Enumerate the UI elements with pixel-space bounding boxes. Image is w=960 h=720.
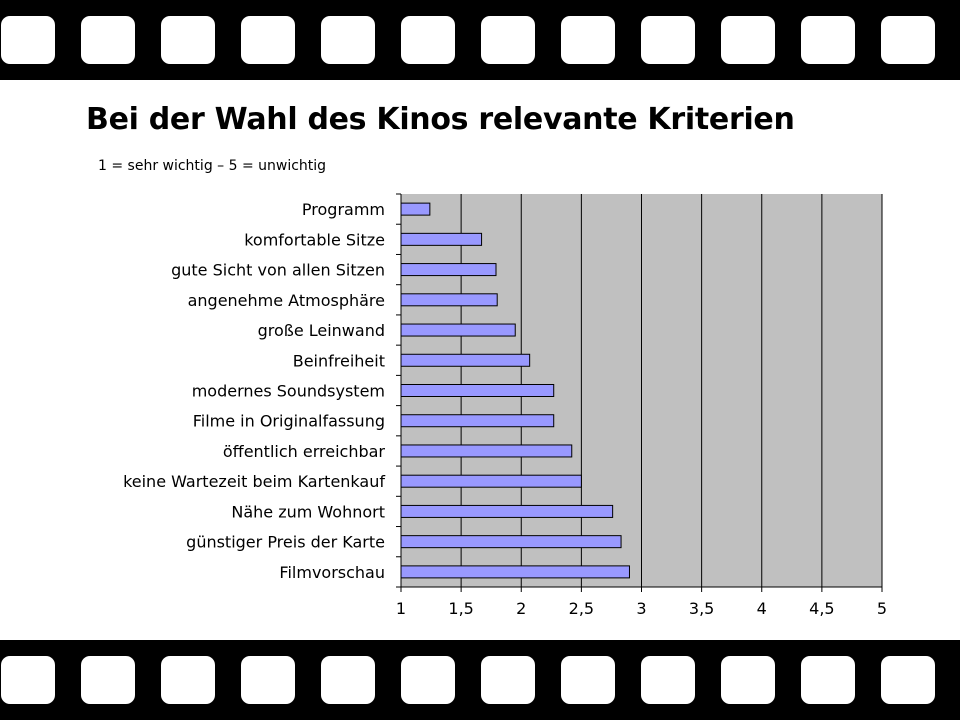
bar	[400, 353, 531, 367]
film-perforation	[161, 656, 215, 704]
x-tick-label: 3,5	[689, 599, 714, 618]
category-label: Beinfreiheit	[293, 351, 385, 370]
category-label: angenehme Atmosphäre	[188, 291, 385, 310]
x-tick-label: 2,5	[569, 599, 594, 618]
bar	[400, 414, 555, 428]
x-tick-label: 2	[516, 599, 526, 618]
film-perforation	[241, 16, 295, 64]
category-label: öffentlich erreichbar	[223, 442, 386, 461]
film-perforation	[1, 16, 55, 64]
film-strip-bottom	[0, 640, 960, 720]
bar	[400, 474, 582, 488]
film-perforation	[161, 16, 215, 64]
film-perforation	[721, 16, 775, 64]
category-label: modernes Soundsystem	[192, 382, 385, 401]
category-label: Filmvorschau	[279, 563, 385, 582]
film-perforation	[321, 656, 375, 704]
film-perforation	[1, 656, 55, 704]
category-label: große Leinwand	[258, 321, 385, 340]
film-perforation	[401, 656, 455, 704]
category-label: Nähe zum Wohnort	[231, 502, 385, 521]
category-label: Programm	[302, 200, 385, 219]
bar	[400, 384, 555, 397]
film-perforation	[641, 16, 695, 64]
bar	[400, 535, 622, 549]
bar	[400, 293, 498, 307]
x-tick-label: 1	[396, 599, 406, 618]
category-label: Filme in Originalfassung	[193, 412, 385, 431]
bar	[400, 504, 614, 518]
category-label: günstiger Preis der Karte	[186, 533, 385, 552]
bar	[400, 202, 431, 216]
film-perforation	[81, 16, 135, 64]
chart-title: Bei der Wahl des Kinos relevante Kriteri…	[86, 102, 795, 137]
film-perforation	[641, 656, 695, 704]
film-perforation	[481, 16, 535, 64]
x-tick-label: 1,5	[448, 599, 473, 618]
bar	[400, 444, 573, 458]
film-strip-top	[0, 0, 960, 80]
film-perforation	[561, 16, 615, 64]
bar	[400, 263, 497, 277]
film-perforation	[241, 656, 295, 704]
film-perforation	[481, 656, 535, 704]
film-perforation	[881, 16, 935, 64]
x-tick-label: 4,5	[809, 599, 834, 618]
film-perforation	[81, 656, 135, 704]
x-tick-label: 4	[757, 599, 767, 618]
x-tick-label: 3	[636, 599, 646, 618]
film-perforation	[401, 16, 455, 64]
chart-subtitle: 1 = sehr wichtig – 5 = unwichtig	[98, 158, 327, 174]
category-label: keine Wartezeit beim Kartenkauf	[123, 472, 385, 491]
film-perforation	[881, 656, 935, 704]
bar	[400, 565, 630, 579]
film-perforation	[561, 656, 615, 704]
film-perforation	[801, 16, 855, 64]
film-perforation	[721, 656, 775, 704]
bar	[400, 232, 483, 246]
bar	[400, 323, 516, 337]
x-tick-label: 5	[877, 599, 887, 618]
category-label: komfortable Sitze	[244, 230, 385, 249]
film-perforation	[801, 656, 855, 704]
film-perforation	[321, 16, 375, 64]
category-label: gute Sicht von allen Sitzen	[171, 261, 385, 280]
